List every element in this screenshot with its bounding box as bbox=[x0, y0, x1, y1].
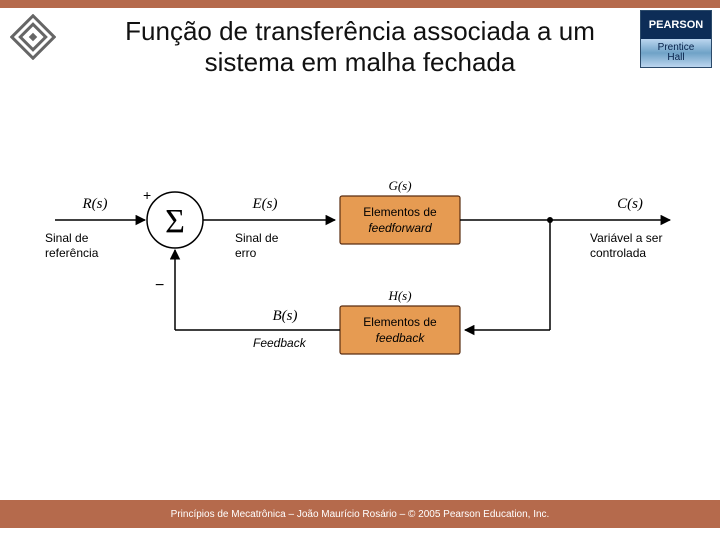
slide-title: Função de transferência associada a um s… bbox=[0, 16, 720, 78]
top-bar bbox=[0, 0, 720, 8]
block-H bbox=[340, 306, 460, 354]
sigma-icon: Σ bbox=[165, 203, 185, 240]
footer-text: Princípios de Mecatrônica – João Mauríci… bbox=[171, 509, 550, 520]
footer-bar: Princípios de Mecatrônica – João Mauríci… bbox=[0, 500, 720, 528]
signal-C: C(s) bbox=[617, 196, 643, 212]
sum-minus: − bbox=[155, 277, 164, 294]
label-E-l2: erro bbox=[235, 246, 257, 260]
slide: PEARSON Prentice Hall Função de transfer… bbox=[0, 0, 720, 540]
block-G bbox=[340, 196, 460, 244]
signal-R: R(s) bbox=[82, 196, 108, 212]
signal-H: H(s) bbox=[387, 288, 411, 303]
label-H-top: Elementos de bbox=[363, 315, 437, 329]
signal-E: E(s) bbox=[252, 196, 278, 212]
label-C-l1: Variável a ser bbox=[590, 231, 662, 245]
label-C-l2: controlada bbox=[590, 246, 646, 260]
signal-B: B(s) bbox=[273, 308, 298, 324]
label-G-bot: feedforward bbox=[368, 221, 432, 235]
sum-plus: + bbox=[143, 187, 151, 203]
block-diagram: R(s) Sinal de referência Σ + − E(s) Sina… bbox=[40, 150, 680, 390]
label-R-l1: Sinal de bbox=[45, 231, 89, 245]
label-E-l1: Sinal de bbox=[235, 231, 279, 245]
label-H-bot: feedback bbox=[376, 331, 426, 345]
label-R-l2: referência bbox=[45, 246, 99, 260]
label-B: Feedback bbox=[253, 336, 307, 350]
signal-G: G(s) bbox=[388, 178, 411, 193]
label-G-top: Elementos de bbox=[363, 205, 437, 219]
